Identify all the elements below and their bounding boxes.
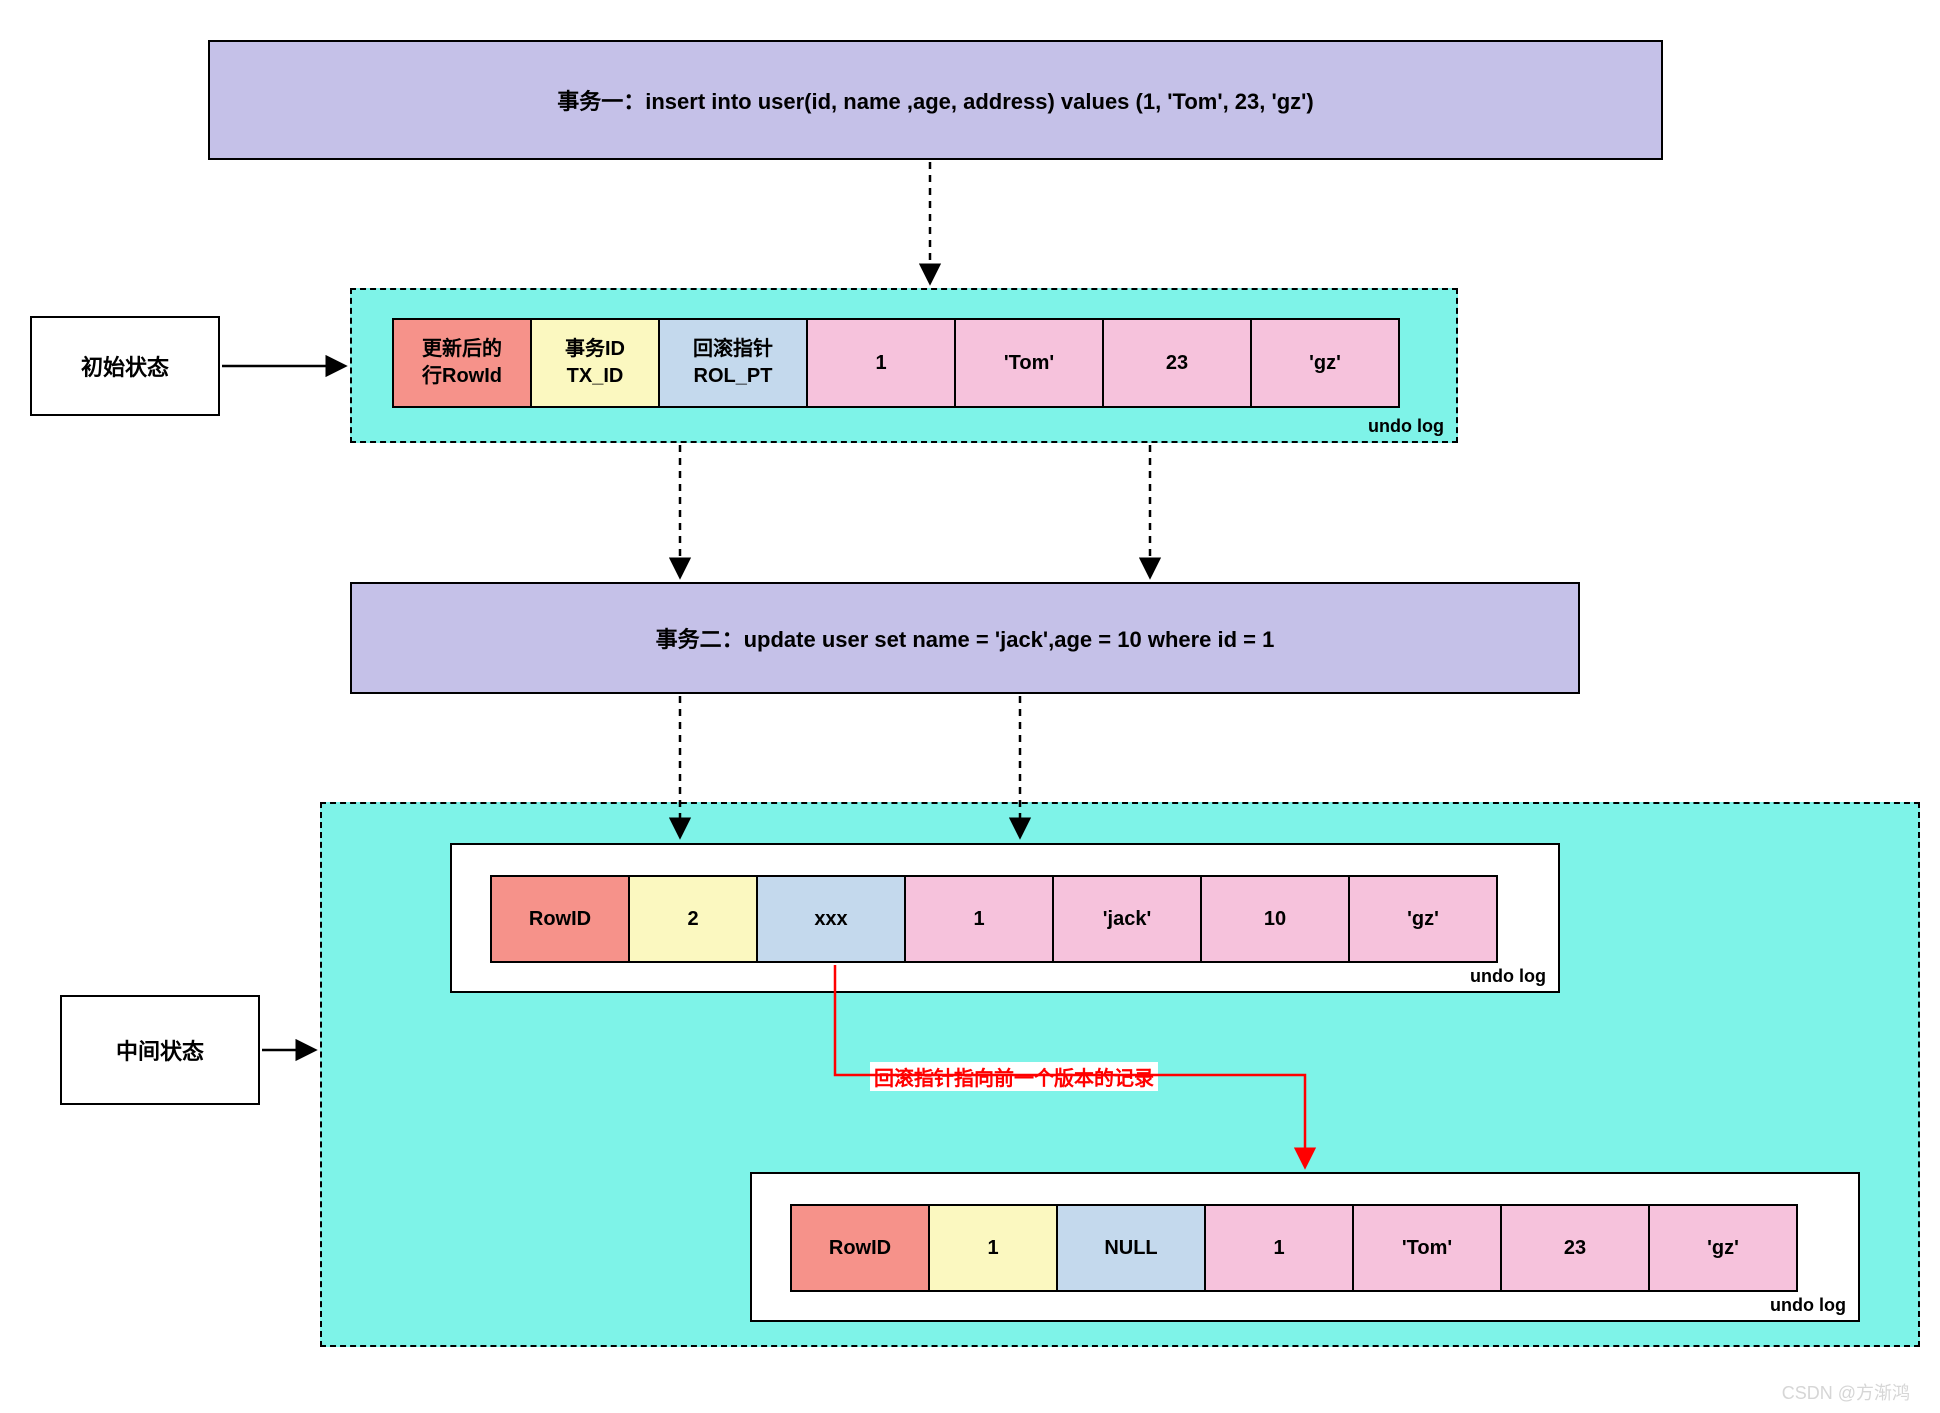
row2a-cell-5: 10 [1200, 875, 1350, 963]
row2b-cell-4: 'Tom' [1352, 1204, 1502, 1292]
state-label-initial: 初始状态 [30, 316, 220, 416]
rollback-pointer-annotation: 回滚指针指向前一个版本的记录 [870, 1062, 1158, 1091]
row2b-cell-6: 'gz' [1648, 1204, 1798, 1292]
undo-log-label: undo log [1470, 966, 1546, 987]
undo-log-label: undo log [1368, 416, 1444, 437]
row1-cell-5: 23 [1102, 318, 1252, 408]
row2b-cell-2: NULL [1056, 1204, 1206, 1292]
row2b-cell-0: RowID [790, 1204, 930, 1292]
transaction-1-box: 事务一：insert into user(id, name ,age, addr… [208, 40, 1663, 160]
row1: 更新后的 行RowId事务ID TX_ID回滚指针 ROL_PT1'Tom'23… [392, 318, 1400, 408]
row2a-cell-0: RowID [490, 875, 630, 963]
watermark: CSDN @方渐鸿 [1782, 1379, 1910, 1405]
row2b: RowID1NULL1'Tom'23'gz' [790, 1204, 1798, 1292]
row1-cell-0: 更新后的 行RowId [392, 318, 532, 408]
row2a: RowID2xxx1'jack'10'gz' [490, 875, 1498, 963]
row1-cell-2: 回滚指针 ROL_PT [658, 318, 808, 408]
row2b-cell-5: 23 [1500, 1204, 1650, 1292]
row2a-cell-6: 'gz' [1348, 875, 1498, 963]
row1-cell-4: 'Tom' [954, 318, 1104, 408]
row1-cell-1: 事务ID TX_ID [530, 318, 660, 408]
state-label-middle: 中间状态 [60, 995, 260, 1105]
row1-cell-3: 1 [806, 318, 956, 408]
row2b-cell-3: 1 [1204, 1204, 1354, 1292]
row1-cell-6: 'gz' [1250, 318, 1400, 408]
row2a-cell-3: 1 [904, 875, 1054, 963]
row2a-cell-2: xxx [756, 875, 906, 963]
row2a-cell-1: 2 [628, 875, 758, 963]
transaction-2-box: 事务二：update user set name = 'jack',age = … [350, 582, 1580, 694]
row2b-cell-1: 1 [928, 1204, 1058, 1292]
undo-log-label: undo log [1770, 1295, 1846, 1316]
row2a-cell-4: 'jack' [1052, 875, 1202, 963]
